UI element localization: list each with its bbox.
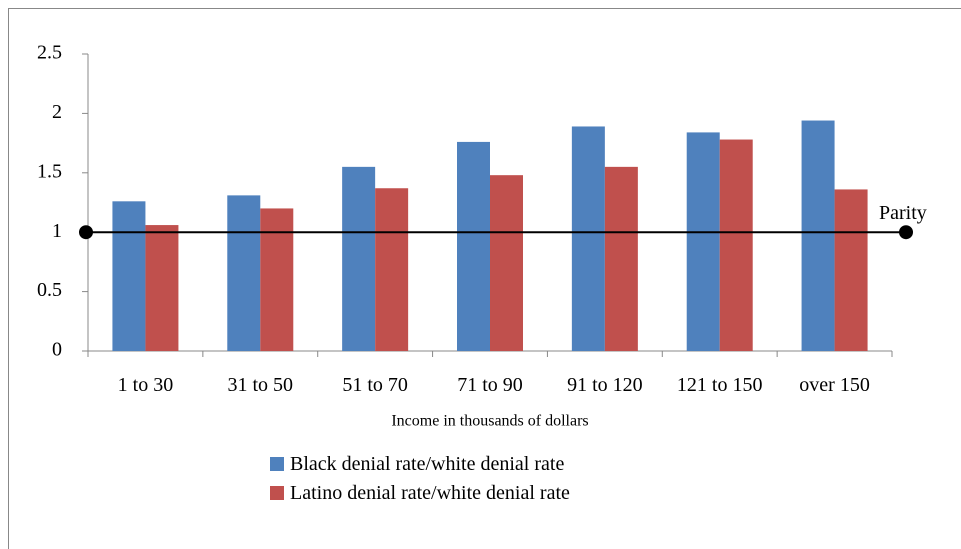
parity-dot [79, 225, 93, 240]
parity-dot [899, 225, 913, 240]
legend-swatch [270, 486, 284, 500]
legend-entry: Latino denial rate/white denial rate [270, 481, 570, 505]
bar [342, 166, 376, 351]
bar [112, 201, 146, 351]
bar [145, 225, 179, 351]
legend-entry: Black denial rate/white denial rate [270, 452, 564, 476]
y-tick-label: 1 [52, 220, 62, 242]
legend-swatch [270, 457, 284, 471]
legend-label: Black denial rate/white denial rate [290, 453, 565, 475]
x-tick-label: 51 to 70 [342, 374, 408, 396]
y-tick-label: 0.5 [37, 279, 62, 301]
bar [719, 139, 753, 351]
x-tick-label: 121 to 150 [676, 374, 763, 396]
bar [375, 188, 409, 351]
x-axis-title: Income in thousands of dollars [391, 413, 588, 430]
bar [227, 195, 261, 351]
x-tick-label: 31 to 50 [227, 374, 294, 396]
bar [490, 175, 523, 351]
x-tick-label: over 150 [799, 374, 870, 396]
y-tick-label: 0 [52, 339, 62, 361]
bar [260, 208, 294, 351]
x-tick-label: 71 to 90 [457, 374, 523, 396]
x-tick-label: 91 to 120 [567, 374, 643, 396]
chart-frame [8, 8, 961, 549]
legend-label: Latino denial rate/white denial rate [290, 482, 570, 504]
bar [686, 132, 720, 351]
bar [801, 120, 835, 351]
y-tick-label: 1.5 [37, 160, 62, 182]
x-tick-label: 1 to 30 [117, 374, 174, 396]
bar [604, 166, 638, 351]
annotation: Parity [879, 202, 927, 224]
bar [457, 141, 490, 351]
bar [834, 189, 868, 351]
bar [571, 126, 605, 351]
y-tick-label: 2 [52, 101, 62, 123]
y-tick-label: 2.5 [37, 42, 62, 64]
